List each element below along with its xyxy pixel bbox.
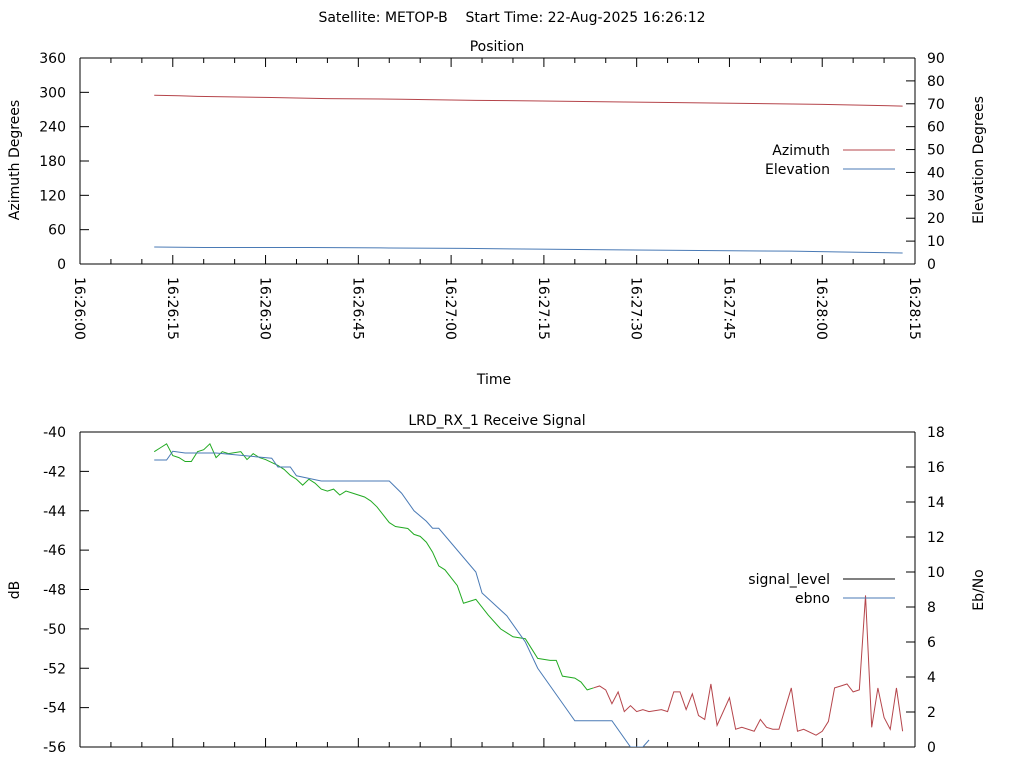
- legend-label-Elevation: Elevation: [765, 162, 830, 178]
- y-tick-label-left: 300: [39, 85, 66, 101]
- y-tick-label-right: 30: [927, 188, 945, 204]
- ebno-line: [154, 450, 650, 747]
- y-tick-label-right: 70: [927, 97, 945, 113]
- y-tick-label-left: 180: [39, 154, 66, 170]
- y-tick-label-right: 10: [927, 565, 945, 581]
- y-tick-label-right: 6: [927, 635, 936, 651]
- y-tick-label-right: 0: [927, 257, 936, 273]
- y-tick-label-right: 18: [927, 425, 945, 441]
- y-tick-label-right: 20: [927, 211, 945, 227]
- y-tick-label-left: 240: [39, 120, 66, 136]
- position-chart: Position Time Azimuth Degrees Elevation …: [7, 39, 987, 388]
- Azimuth-line: [154, 94, 903, 107]
- x-tick-label: 16:27:15: [535, 277, 551, 340]
- x-tick-label: 16:26:15: [164, 277, 180, 340]
- signal_level-line-strong: [153, 442, 594, 691]
- y-tick-label-left: -56: [43, 740, 66, 756]
- y-tick-label-left: -46: [43, 543, 66, 559]
- y-tick-label-right: 14: [927, 495, 945, 511]
- y-tick-label-left: 60: [48, 223, 66, 239]
- signal-ylabel-left: dB: [7, 581, 23, 600]
- y-tick-label-right: 12: [927, 530, 945, 546]
- signal-title: LRD_RX_1 Receive Signal: [408, 413, 585, 429]
- series-signal_level: [153, 442, 904, 736]
- y-tick-label-left: -52: [43, 661, 66, 677]
- x-tick-label: 16:27:00: [442, 277, 458, 340]
- y-tick-label-left: -54: [43, 701, 66, 717]
- legend-label-Azimuth: Azimuth: [772, 143, 830, 159]
- series-Azimuth: [154, 94, 903, 107]
- position-xlabel: Time: [476, 372, 511, 388]
- receive-signal-chart: LRD_RX_1 Receive Signal dB Eb/No -56 -54 -…: [7, 413, 987, 756]
- y-tick-label-right: 60: [927, 120, 945, 136]
- y-tick-label-left: -50: [43, 622, 66, 638]
- signal_level-line-weak: [593, 595, 904, 736]
- y-tick-label-right: 50: [927, 143, 945, 159]
- signal-ylabel-right: Eb/No: [971, 569, 987, 611]
- y-tick-label-right: 16: [927, 460, 945, 476]
- y-tick-label-right: 4: [927, 670, 936, 686]
- y-tick-label-left: 0: [57, 257, 66, 273]
- y-tick-label-right: 80: [927, 74, 945, 90]
- y-tick-label-left: -44: [43, 504, 66, 520]
- x-tick-label: 16:26:45: [349, 277, 365, 340]
- series-ebno: [154, 450, 650, 747]
- y-tick-label-right: 40: [927, 165, 945, 181]
- y-tick-label-left: -40: [43, 425, 66, 441]
- x-tick-label: 16:26:00: [71, 277, 87, 340]
- y-tick-label-right: 10: [927, 234, 945, 250]
- series-Elevation: [154, 246, 903, 254]
- y-tick-label-right: 8: [927, 600, 936, 616]
- Elevation-line: [154, 246, 903, 254]
- y-tick-label-right: 0: [927, 740, 936, 756]
- position-ylabel-right: Elevation Degrees: [971, 96, 987, 224]
- position-ylabel-left: Azimuth Degrees: [7, 100, 23, 220]
- y-tick-label-left: 360: [39, 51, 66, 67]
- x-tick-label: 16:28:00: [813, 277, 829, 340]
- y-tick-label-left: -42: [43, 464, 66, 480]
- y-tick-label-right: 90: [927, 51, 945, 67]
- y-tick-label-right: 2: [927, 705, 936, 721]
- legend-label-ebno: ebno: [795, 591, 830, 607]
- position-title: Position: [470, 39, 525, 55]
- y-tick-label-left: -48: [43, 583, 66, 599]
- y-tick-label-left: 120: [39, 188, 66, 204]
- x-tick-label: 16:27:30: [628, 277, 644, 340]
- x-tick-label: 16:27:45: [720, 277, 736, 340]
- x-tick-label: 16:26:30: [257, 277, 273, 340]
- figure-header: Satellite: METOP-B Start Time: 22-Aug-20…: [318, 10, 705, 26]
- x-tick-label: 16:28:15: [906, 277, 922, 340]
- legend-label-signal_level: signal_level: [748, 572, 830, 588]
